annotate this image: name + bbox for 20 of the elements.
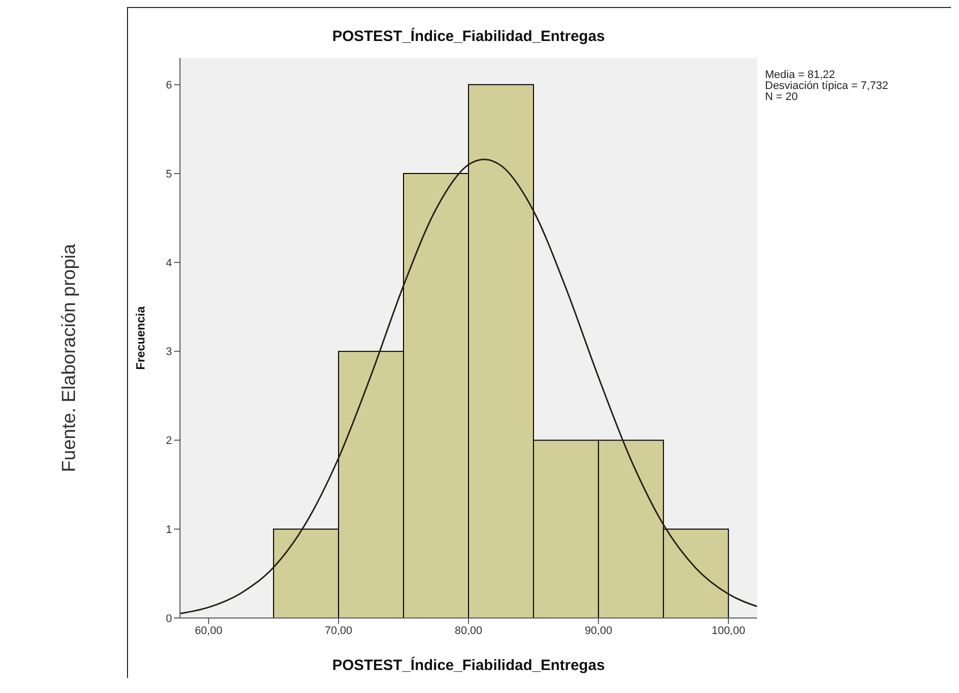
y-tick-label: 6 xyxy=(166,80,172,92)
y-axis-title: Frecuencia xyxy=(133,306,148,370)
chart-title: POSTEST_Índice_Fiabilidad_Entregas xyxy=(331,28,606,45)
x-tick-label: 80,00 xyxy=(454,624,482,637)
source-note: Fuente. Elaboración propia xyxy=(59,244,81,472)
x-tick-label: 60,00 xyxy=(194,624,222,637)
text: Media = 81,22 xyxy=(765,69,836,81)
y-tick-label: 5 xyxy=(166,168,172,180)
x-tick-label: 70,00 xyxy=(324,624,352,637)
text: N = 20 xyxy=(765,91,799,103)
text: Desviación típica = 7,732 xyxy=(765,80,888,92)
y-tick-label: 0 xyxy=(166,612,172,625)
y-tick-label: 1 xyxy=(166,524,172,536)
y-tick-label: 3 xyxy=(166,346,172,358)
line-series xyxy=(180,158,757,614)
y-tick-label: 4 xyxy=(166,257,172,270)
y-tick-label: 2 xyxy=(166,435,172,448)
x-tick-label: 90,00 xyxy=(584,624,612,637)
x-tick-label: 100,00 xyxy=(712,624,746,637)
x-axis-title: POSTEST_Índice_Fiabilidad_Entregas xyxy=(332,656,605,674)
